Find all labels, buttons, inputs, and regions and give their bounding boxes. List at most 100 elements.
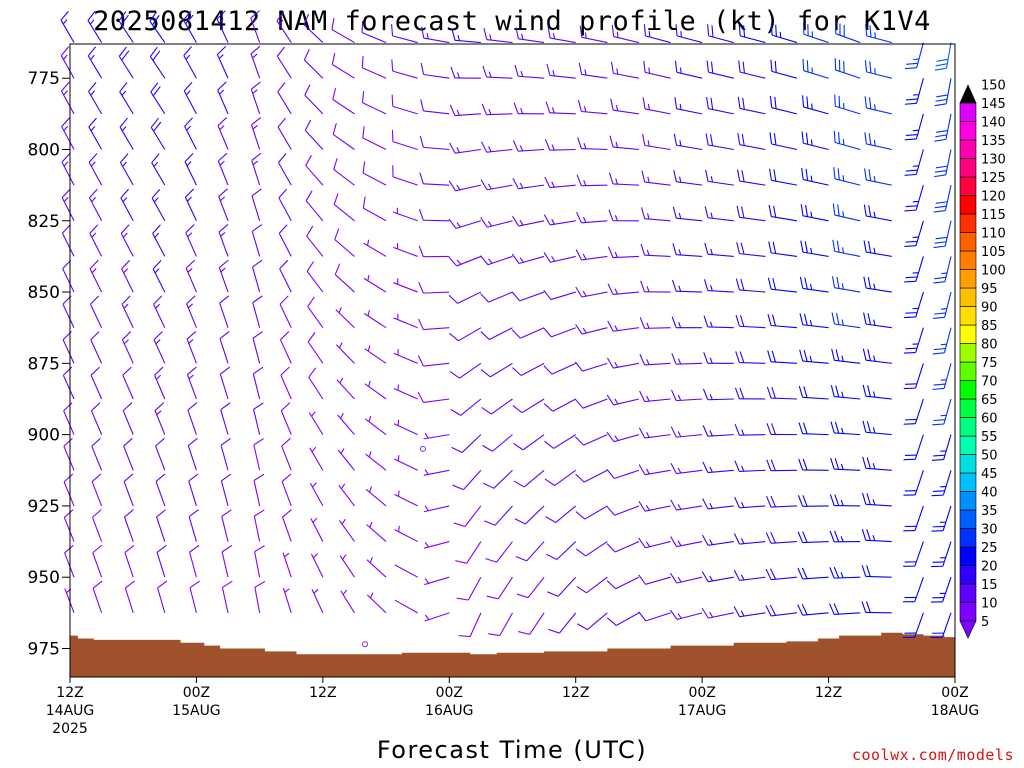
barb-staff <box>250 53 261 79</box>
barb-full <box>705 133 709 146</box>
barb-half <box>368 415 372 422</box>
barb-full <box>829 494 835 506</box>
barb-full <box>91 402 101 412</box>
barb-full <box>830 457 835 470</box>
barb-staff <box>252 338 261 364</box>
barb-half <box>709 502 713 509</box>
barb-staff <box>280 374 292 400</box>
barb-staff <box>62 339 75 364</box>
wind-barb <box>575 541 608 557</box>
barb-full <box>801 167 804 180</box>
barb-full <box>516 593 529 599</box>
colorbar-label: 70 <box>981 375 998 390</box>
wind-barb <box>611 24 640 44</box>
barb-full <box>276 46 285 57</box>
barb-half <box>220 232 226 237</box>
wind-barb <box>797 531 829 544</box>
barb-staff <box>943 327 952 353</box>
barb-full <box>64 544 74 554</box>
wind-barb <box>305 155 324 186</box>
wind-barb <box>339 554 355 578</box>
barb-staff <box>802 324 829 329</box>
barb-full <box>797 567 804 580</box>
barb-staff <box>121 268 134 293</box>
wind-barb <box>482 65 513 79</box>
barb-full <box>904 138 917 141</box>
wind-barb <box>765 568 798 581</box>
barb-full <box>742 61 746 74</box>
barb-full <box>278 188 288 199</box>
barb-staff <box>340 590 355 614</box>
barb-staff <box>771 216 798 222</box>
barb-full <box>154 402 165 411</box>
barb-half <box>521 33 524 40</box>
barb-full <box>866 529 871 541</box>
barb-half <box>187 303 194 309</box>
wind-barb <box>218 224 229 257</box>
wind-barbs <box>60 10 952 648</box>
colorbar-cell <box>959 324 977 344</box>
barb-half <box>520 70 524 77</box>
barb-staff <box>89 268 103 293</box>
barb-full <box>452 484 464 491</box>
barb-full <box>91 473 102 483</box>
barb-full <box>673 133 678 146</box>
barb-full <box>868 169 872 181</box>
barb-full <box>701 607 709 619</box>
wind-barb <box>219 330 230 364</box>
barb-half <box>312 517 318 523</box>
barb-staff <box>865 359 892 364</box>
barb-full <box>868 97 872 110</box>
barb-staff <box>155 481 166 507</box>
wind-barb <box>62 295 75 328</box>
barb-full <box>216 45 227 55</box>
barb-staff <box>121 304 134 328</box>
wind-barb <box>310 517 324 542</box>
wind-barb <box>336 377 355 400</box>
barb-full <box>544 440 555 449</box>
barb-staff <box>219 338 229 364</box>
wind-barb <box>672 206 703 222</box>
wind-barb <box>253 509 265 542</box>
colorbar-label: 80 <box>981 338 998 353</box>
wind-barb <box>123 437 134 471</box>
barb-full <box>904 209 917 212</box>
wind-barb <box>672 279 703 293</box>
wind-barb <box>702 498 734 510</box>
barb-half <box>154 232 160 238</box>
wind-barb <box>60 81 75 115</box>
wind-barb <box>393 455 418 471</box>
barb-half <box>551 181 555 188</box>
barb-staff <box>802 215 829 222</box>
barb-half <box>519 219 524 226</box>
wind-barb <box>577 137 608 151</box>
wind-barb <box>278 224 292 257</box>
wind-barb <box>393 243 418 257</box>
barb-staff <box>739 71 766 79</box>
barb-staff <box>423 362 450 367</box>
barb-half <box>614 361 619 368</box>
barb-half <box>648 67 651 74</box>
barb-full <box>89 224 99 234</box>
y-tick-label: 800 <box>28 141 60 161</box>
barb-full <box>765 532 772 544</box>
wind-barb <box>303 49 324 79</box>
barb-full <box>482 65 488 78</box>
barb-half <box>369 521 373 528</box>
barb-staff <box>581 36 608 44</box>
barb-full <box>735 351 740 363</box>
barb-full <box>251 117 262 126</box>
barb-full <box>221 473 232 482</box>
barb-full <box>741 170 745 182</box>
barb-staff <box>124 587 134 614</box>
wind-barb <box>218 188 229 221</box>
barb-full <box>122 331 132 341</box>
barb-half <box>809 319 813 326</box>
barb-full <box>640 280 646 292</box>
barb-staff <box>865 575 892 578</box>
barb-staff <box>494 505 513 526</box>
wind-barb <box>306 261 324 293</box>
barb-full <box>607 320 614 332</box>
barb-full <box>743 25 746 38</box>
wind-barb <box>366 557 387 578</box>
